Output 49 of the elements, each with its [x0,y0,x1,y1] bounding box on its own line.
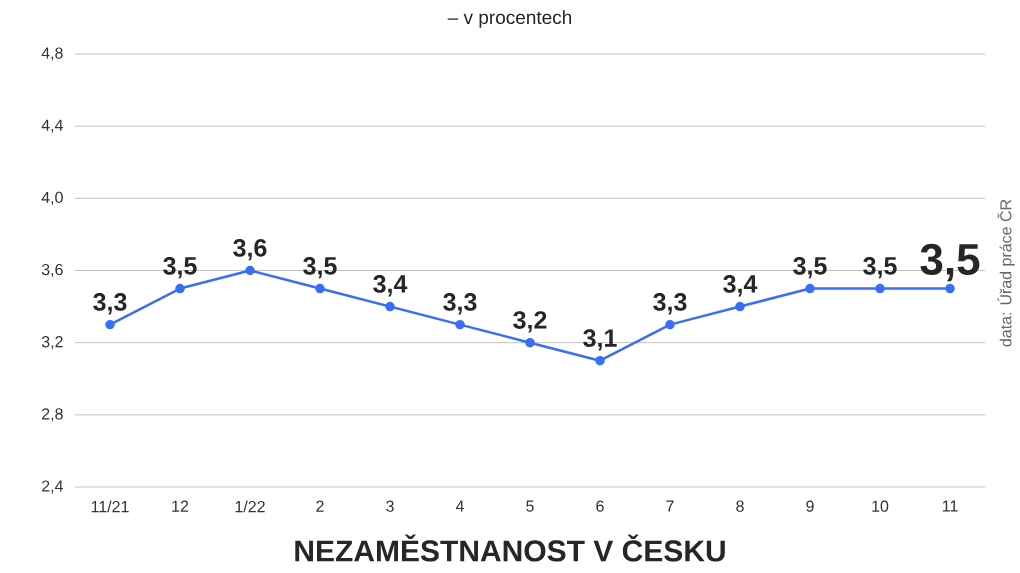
text: NEZAMĚSTNANOST V ČESKU [295,534,725,562]
x-tick-label: 11/21 [91,500,129,513]
data-label: 3,3 [93,293,127,315]
x-tick-label: 10 [872,500,889,512]
point [455,319,465,330]
point [875,283,885,294]
data-label: 3,5 [920,243,980,282]
x-tick-label: 1/22 [235,500,265,513]
data-label: 3,3 [443,293,477,315]
x-tick-label: 7 [666,500,674,512]
point [245,265,255,276]
x-tick-label: 6 [596,500,604,512]
x-tick-label: 9 [806,500,814,512]
point [665,319,675,330]
point [805,283,815,294]
data-label: 3,4 [373,275,408,297]
point [735,301,745,312]
point [525,337,535,348]
data-label: 3,5 [793,257,827,279]
x-tick-label: 4 [455,500,464,512]
y-tick-label: 4,8 [41,47,63,61]
chart-subtitle: – v procentech [447,10,572,28]
data-label: 3,5 [303,257,337,279]
point [385,301,395,312]
data-label: 3,1 [583,329,617,351]
y-tick-label: 2,4 [42,480,63,494]
y-tick-label: 3,2 [41,336,63,350]
y-tick-label: 2,8 [42,408,63,422]
data-label: 3,4 [723,275,758,297]
x-tick-label: 11 [942,500,958,512]
x-tick-label: 2 [316,500,324,512]
text: data: Úřad práce ČR [997,199,1015,347]
point [315,283,325,294]
point [595,355,605,366]
x-tick-label: 8 [736,500,744,512]
y-tick-label: 4,0 [41,191,63,205]
x-tick-label: 5 [526,500,534,512]
data-label: 3,6 [233,238,267,261]
point [105,319,115,330]
point [175,283,185,294]
x-tick-label: 3 [386,500,394,512]
point [945,283,955,294]
data-label: 3,3 [653,293,687,315]
x-tick-label: 12 [172,500,189,512]
data-label: 3,2 [513,311,547,333]
y-tick-label: 3,6 [41,263,63,278]
data-label: 3,5 [163,257,197,279]
y-tick-label: 4,4 [41,119,63,133]
data-label: 3,5 [863,257,897,279]
